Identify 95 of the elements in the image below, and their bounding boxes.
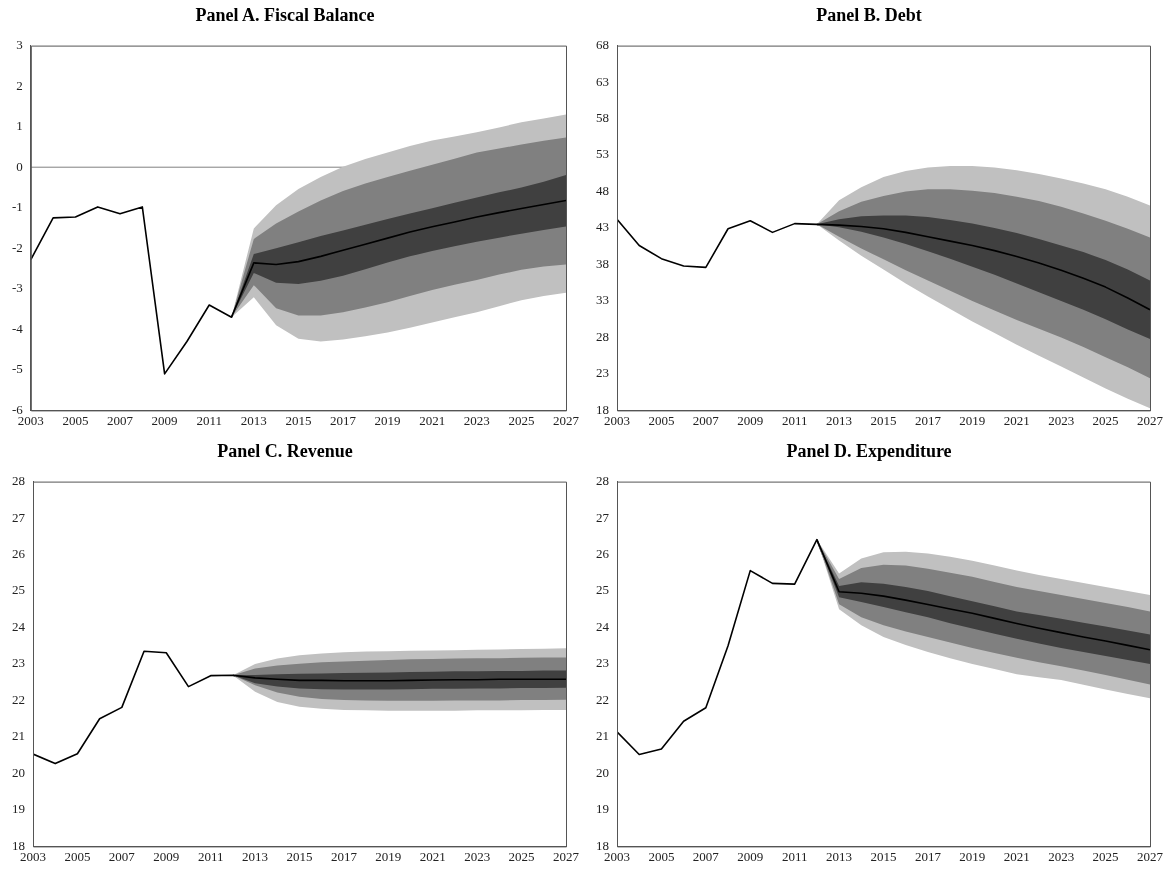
x-tick-label: 2007 (107, 412, 134, 428)
x-tick-label: 2019 (959, 848, 986, 864)
y-tick-label: 18 (596, 401, 609, 417)
y-tick-label: 26 (12, 545, 26, 561)
x-tick-label: 2007 (692, 848, 720, 864)
y-tick-label: 0 (16, 158, 23, 174)
y-tick-label: 27 (596, 509, 610, 525)
y-tick-label: 28 (596, 328, 609, 344)
x-tick-label: 2009 (151, 412, 178, 428)
y-tick-label: 22 (12, 691, 25, 707)
x-tick-label: 2023 (1048, 848, 1075, 864)
x-tick-label: 2007 (692, 412, 720, 428)
y-tick-label: 1 (16, 118, 23, 134)
x-tick-label: 2025 (1092, 412, 1119, 428)
x-tick-label: 2019 (959, 412, 986, 428)
x-tick-label: 2023 (1048, 412, 1075, 428)
y-tick-label: 21 (596, 728, 609, 744)
y-tick-label: 25 (596, 582, 609, 598)
y-tick-label: 22 (596, 691, 609, 707)
y-tick-label: 3 (16, 37, 23, 53)
y-tick-label: 20 (12, 764, 25, 780)
x-tick-label: 2021 (1003, 412, 1030, 428)
y-tick-label: 63 (596, 73, 609, 89)
y-tick-label: -3 (11, 280, 23, 296)
x-tick-label: 2013 (826, 412, 853, 428)
x-tick-label: 2027 (1137, 412, 1164, 428)
x-tick-label: 2005 (62, 412, 89, 428)
y-tick-label: -2 (11, 239, 23, 255)
y-tick-label: -6 (11, 401, 24, 417)
x-tick-label: 2019 (375, 848, 402, 864)
y-tick-label: 53 (596, 146, 609, 162)
x-tick-label: 2017 (914, 848, 942, 864)
chart-title: Panel B. Debt (816, 5, 922, 26)
y-tick-label: 21 (12, 728, 25, 744)
y-tick-label: 19 (12, 801, 25, 817)
x-tick-label: 2009 (153, 848, 180, 864)
x-tick-label: 2015 (286, 848, 313, 864)
x-tick-label: 2009 (737, 848, 764, 864)
chart-title: Panel D. Expenditure (786, 441, 952, 462)
x-tick-label: 2009 (737, 412, 764, 428)
x-tick-label: 2017 (914, 412, 942, 428)
y-tick-label: 48 (596, 182, 609, 198)
x-tick-label: 2025 (508, 412, 535, 428)
x-tick-label: 2011 (197, 848, 224, 864)
x-tick-label: 2011 (196, 412, 222, 428)
y-tick-label: 33 (596, 292, 609, 308)
y-tick-label: 19 (596, 801, 609, 817)
y-tick-label: 38 (596, 255, 609, 271)
x-tick-label: 2027 (553, 848, 580, 864)
y-tick-label: 24 (12, 618, 26, 634)
x-tick-label: 2011 (781, 412, 808, 428)
y-tick-label: -1 (11, 199, 23, 215)
y-tick-label: 18 (12, 837, 25, 853)
y-tick-label: 28 (12, 473, 25, 489)
x-tick-label: 2023 (464, 848, 491, 864)
y-tick-label: 2 (16, 77, 23, 93)
x-tick-label: 2015 (870, 848, 897, 864)
x-tick-label: 2013 (242, 848, 269, 864)
y-tick-label: 43 (596, 219, 609, 235)
y-tick-label: 28 (596, 473, 609, 489)
y-tick-label: 58 (596, 109, 609, 125)
x-tick-label: 2005 (648, 848, 675, 864)
x-tick-label: 2007 (108, 848, 136, 864)
x-tick-label: 2005 (648, 412, 675, 428)
y-tick-label: 25 (12, 582, 25, 598)
y-tick-label: 27 (12, 509, 26, 525)
y-tick-label: 18 (596, 837, 609, 853)
x-tick-label: 2017 (330, 412, 357, 428)
y-tick-label: 26 (596, 545, 610, 561)
x-tick-label: 2027 (1137, 848, 1164, 864)
y-tick-label: 68 (596, 37, 609, 53)
y-tick-label: -4 (11, 320, 24, 336)
x-tick-label: 2013 (240, 412, 267, 428)
y-tick-label: 23 (596, 655, 609, 671)
x-tick-label: 2021 (419, 848, 446, 864)
y-tick-label: -5 (11, 361, 23, 377)
x-tick-label: 2013 (826, 848, 853, 864)
x-tick-label: 2021 (1003, 848, 1030, 864)
x-tick-label: 2015 (285, 412, 312, 428)
x-tick-label: 2021 (419, 412, 446, 428)
x-tick-label: 2025 (1092, 848, 1119, 864)
y-tick-label: 23 (596, 365, 609, 381)
y-tick-label: 24 (596, 618, 610, 634)
x-tick-label: 2019 (374, 412, 401, 428)
y-tick-label: 20 (596, 764, 609, 780)
x-tick-label: 2017 (330, 848, 358, 864)
x-tick-label: 2023 (463, 412, 490, 428)
x-tick-label: 2025 (508, 848, 535, 864)
x-tick-label: 2011 (781, 848, 808, 864)
x-tick-label: 2015 (870, 412, 897, 428)
x-tick-label: 2005 (64, 848, 91, 864)
y-tick-label: 23 (12, 655, 25, 671)
x-tick-label: 2027 (553, 412, 580, 428)
chart-title: Panel A. Fiscal Balance (195, 5, 375, 26)
chart-title: Panel C. Revenue (217, 441, 353, 462)
